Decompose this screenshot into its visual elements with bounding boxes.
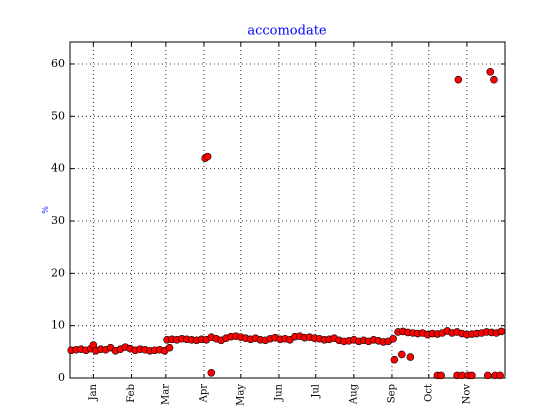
x-tick-label: Feb [126, 384, 137, 403]
y-tick-label: 20 [51, 266, 65, 279]
y-tick-label: 60 [51, 57, 65, 70]
point [207, 368, 216, 377]
x-tick-label: Mar [160, 384, 171, 405]
y-tick-label: 40 [51, 162, 65, 175]
point [468, 371, 476, 380]
point [437, 371, 445, 380]
point [496, 371, 504, 380]
y-tick-label: 30 [51, 214, 65, 227]
x-tick-label: Apr [198, 384, 209, 404]
x-tick-label: Sep [386, 384, 397, 403]
point [389, 334, 397, 343]
y-tick-label: 10 [51, 319, 65, 332]
y-axis-label: % [41, 206, 50, 214]
x-tick-label: Jun [273, 383, 284, 401]
point [454, 75, 463, 84]
point [165, 343, 174, 352]
point [497, 327, 506, 336]
point [490, 75, 498, 84]
x-tick-label: Nov [461, 384, 472, 405]
x-tick-label: Oct [423, 384, 434, 402]
y-tick-label: 0 [58, 371, 65, 384]
point [486, 68, 495, 76]
x-tick-label: Aug [348, 383, 359, 405]
point [406, 353, 415, 361]
plot-frame [69, 41, 506, 379]
x-tick-label: Jul [310, 384, 321, 399]
point [397, 350, 406, 359]
chart-title: accomodate [247, 24, 327, 39]
point [483, 371, 492, 380]
x-tick-label: May [235, 384, 246, 406]
x-tick-label: Jan [88, 383, 99, 401]
y-tick-label: 50 [51, 109, 65, 122]
point [203, 152, 212, 161]
point [390, 355, 399, 364]
